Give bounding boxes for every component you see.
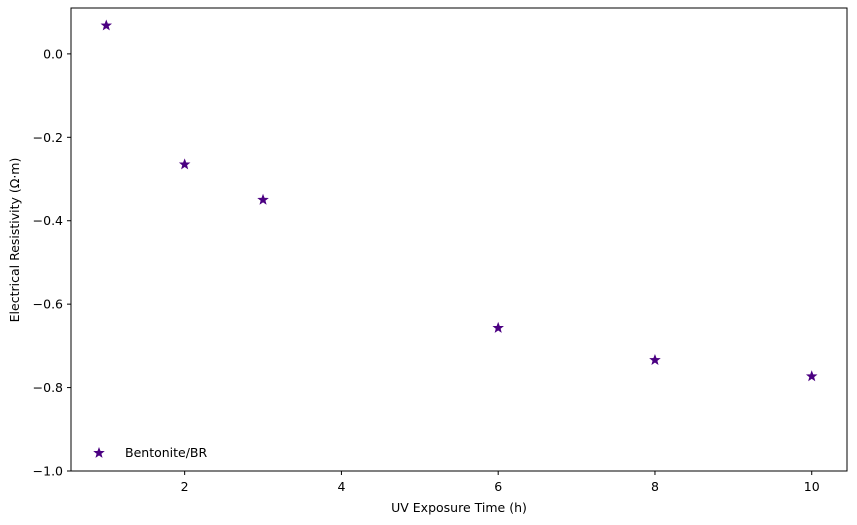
legend-marker-star-icon (93, 446, 105, 458)
x-tick-label: 10 (804, 479, 820, 494)
data-point (100, 19, 113, 31)
y-tick-label: −1.0 (33, 464, 63, 479)
data-point (649, 353, 661, 365)
data-point (492, 321, 504, 333)
x-axis-label: UV Exposure Time (h) (391, 500, 527, 515)
y-axis-label: Electrical Resistivity (Ω·m) (7, 158, 22, 323)
x-tick-label: 2 (181, 479, 189, 494)
y-axis-ticks: −1.0 −0.8 −0.6 −0.4 −0.2 0.0 (33, 46, 71, 479)
y-tick-label: −0.2 (33, 130, 63, 145)
data-point (805, 370, 818, 382)
x-tick-label: 8 (651, 479, 659, 494)
y-tick-label: −0.6 (33, 297, 63, 312)
x-axis-ticks: 2 4 6 8 10 (181, 471, 820, 494)
data-point (178, 158, 191, 170)
y-tick-label: −0.4 (33, 213, 63, 228)
legend-star-shape (93, 446, 105, 458)
plot-area (70, 7, 848, 472)
data-points (100, 19, 818, 382)
y-tick-label: −0.8 (33, 380, 63, 395)
x-tick-label: 4 (337, 479, 345, 494)
x-tick-label: 6 (494, 479, 502, 494)
data-point (257, 193, 269, 205)
legend: Bentonite/BR (93, 445, 208, 460)
y-tick-label: 0.0 (43, 46, 63, 61)
legend-label: Bentonite/BR (125, 445, 208, 460)
